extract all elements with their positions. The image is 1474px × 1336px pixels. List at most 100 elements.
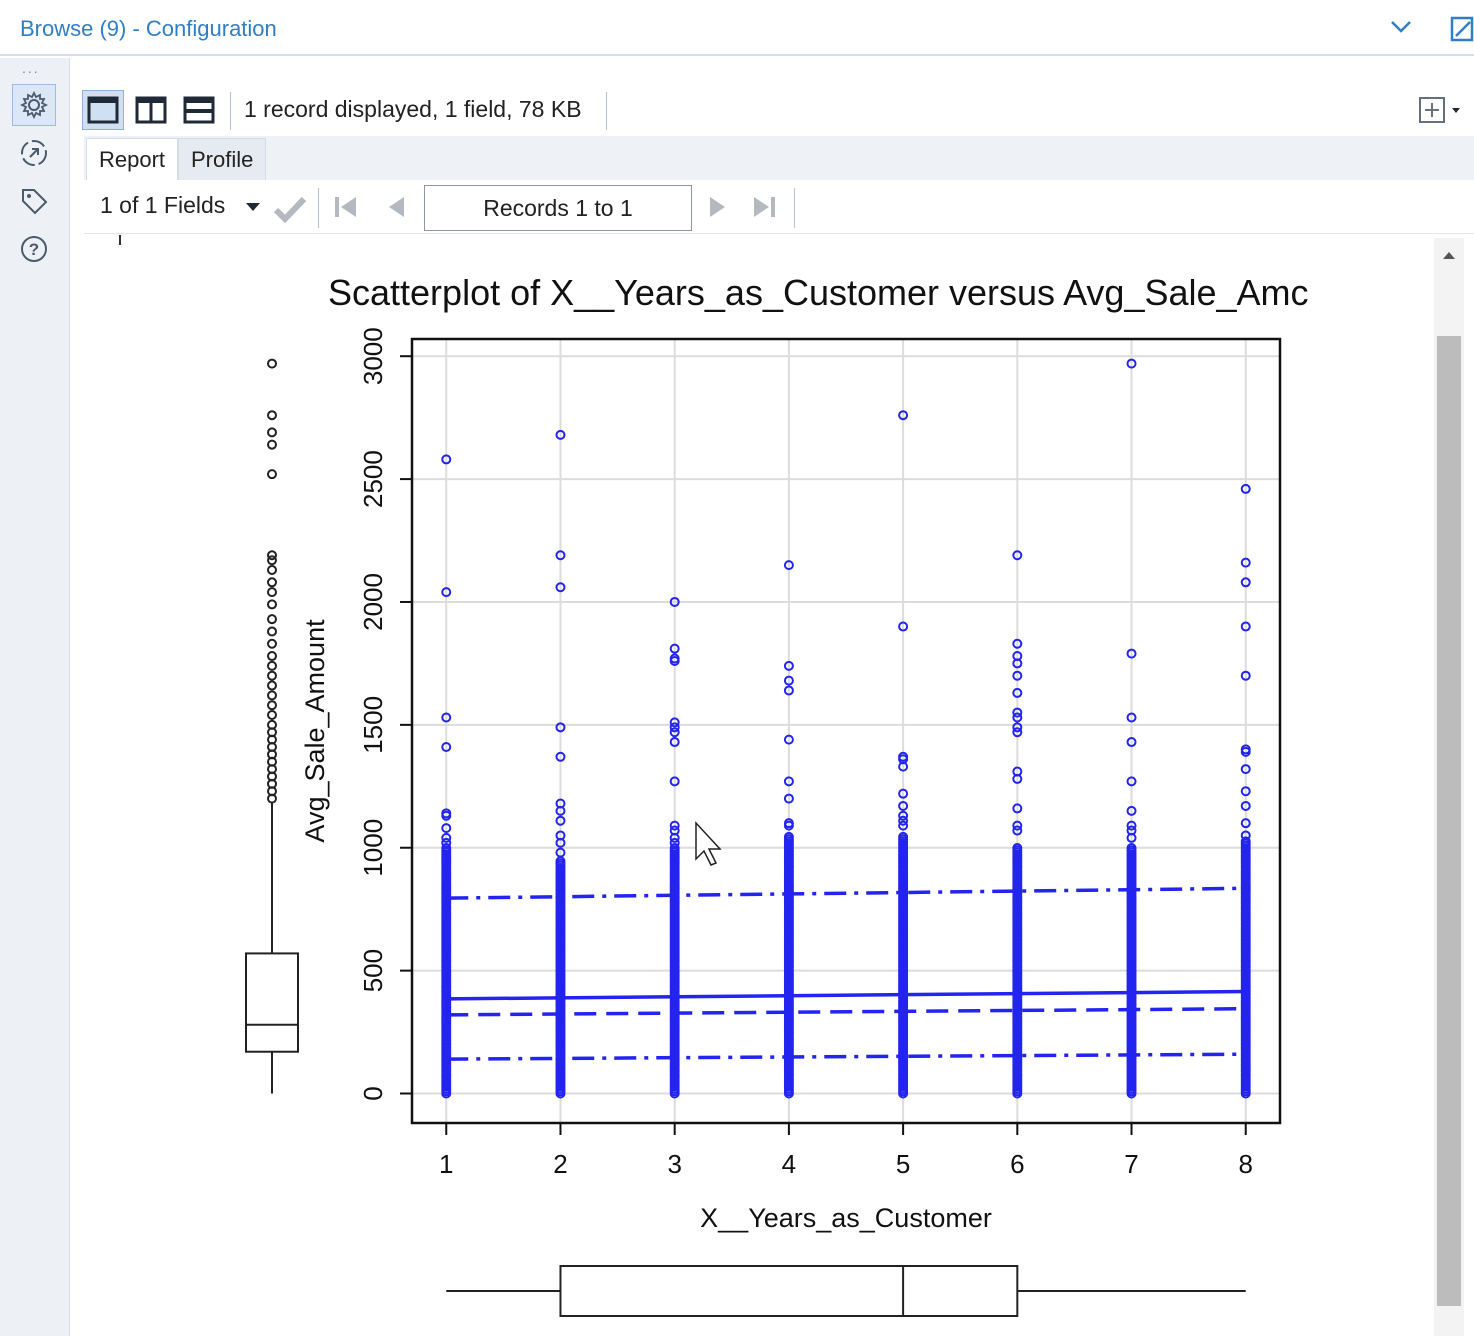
side-by-side-icon: [135, 96, 167, 124]
report-content: Scatterplot of X__Years_as_Customer vers…: [84, 235, 1474, 1336]
data-point: [1012, 803, 1023, 814]
data-point: [1012, 722, 1023, 733]
data-point: [441, 712, 452, 723]
data-point: [1012, 687, 1023, 698]
help-icon: ?: [21, 236, 47, 262]
data-point: [783, 560, 794, 571]
data-point: [669, 717, 680, 728]
data-point: [441, 842, 452, 853]
data-point: [1240, 818, 1251, 829]
y-box-outlier: [267, 599, 277, 610]
data-point: [1012, 842, 1023, 853]
data-point: [669, 655, 680, 666]
chart-title: Scatterplot of X__Years_as_Customer vers…: [328, 272, 1309, 313]
records-range-label: Records 1 to 1: [483, 194, 633, 221]
toolbar-separator: [606, 92, 607, 130]
data-point: [555, 582, 566, 593]
data-point: [1012, 707, 1023, 718]
x-tick-label: 7: [1124, 1149, 1138, 1179]
undock-icon[interactable]: [1448, 12, 1474, 44]
y-box-outlier: [267, 358, 277, 369]
data-point: [669, 820, 680, 831]
data-point: [898, 410, 909, 421]
data-point: [555, 429, 566, 440]
help-button[interactable]: ?: [12, 228, 56, 270]
data-point: [1240, 577, 1251, 588]
y-box-outlier: [267, 719, 277, 730]
add-pane-icon[interactable]: [1416, 94, 1466, 126]
first-record-icon[interactable]: [330, 192, 360, 222]
data-point: [1012, 550, 1023, 561]
data-point: [669, 727, 680, 738]
tab-profile[interactable]: Profile: [178, 138, 267, 180]
configuration-button[interactable]: [12, 84, 56, 126]
x-axis: 1 2 3 4 5 6 7 8: [439, 1123, 1253, 1179]
overflow-indicator[interactable]: ...: [22, 60, 40, 76]
side-by-side-button[interactable]: [130, 90, 172, 130]
tab-strip: Report Profile: [84, 136, 1474, 180]
data-point: [1126, 832, 1137, 843]
field-selector[interactable]: 1 of 1 Fields: [100, 192, 226, 218]
scrollbar-thumb[interactable]: [1437, 336, 1461, 1306]
data-point: [1240, 621, 1251, 632]
y-box-outlier: [267, 565, 277, 576]
field-dropdown-icon[interactable]: [244, 200, 262, 214]
scroll-up-icon[interactable]: [1440, 246, 1458, 264]
data-point: [1240, 670, 1251, 681]
data-point: [783, 660, 794, 671]
data-point: [898, 761, 909, 772]
data-point: [1126, 820, 1137, 831]
data-point: [1240, 746, 1251, 757]
data-point: [1240, 764, 1251, 775]
last-record-icon[interactable]: [750, 192, 780, 222]
data-points: [441, 358, 1251, 1099]
plot-area: [412, 339, 1280, 1123]
stacked-button[interactable]: [178, 90, 220, 130]
tab-report-label: Report: [99, 146, 166, 172]
data-point: [1240, 557, 1251, 568]
data-point: [1126, 358, 1137, 369]
chevron-down-icon[interactable]: [1388, 14, 1414, 40]
data-point: [1012, 712, 1023, 723]
data-point: [1126, 805, 1137, 816]
previous-record-icon[interactable]: [382, 192, 412, 222]
data-point: [669, 842, 680, 853]
checkmark-icon[interactable]: [272, 194, 308, 224]
data-point: [898, 820, 909, 831]
x-tick-label: 4: [782, 1149, 796, 1179]
data-point: [783, 685, 794, 696]
data-point: [783, 831, 794, 842]
y-box-outlier: [267, 670, 277, 681]
y-box-outlier: [267, 651, 277, 662]
data-point: [669, 776, 680, 787]
x-tick-label: 2: [553, 1149, 567, 1179]
next-record-icon[interactable]: [702, 192, 732, 222]
connection-button[interactable]: [12, 132, 56, 174]
window-title: Browse (9) - Configuration: [20, 16, 277, 41]
y-box-outlier: [267, 427, 277, 438]
data-point: [1126, 776, 1137, 787]
data-point: [555, 847, 566, 858]
records-range-field[interactable]: Records 1 to 1: [424, 185, 692, 231]
y-box-outlier: [267, 550, 277, 561]
annotation-button[interactable]: [12, 180, 56, 222]
y-tick-label: 500: [358, 949, 388, 992]
data-point: [898, 831, 909, 842]
data-point: [555, 751, 566, 762]
data-point: [669, 832, 680, 843]
data-point: [669, 837, 680, 848]
x-boxplot: [446, 1265, 1246, 1317]
fit-line-dash-dot: [446, 886, 1246, 900]
single-pane-icon: [87, 96, 119, 124]
y-tick-label: 1000: [358, 819, 388, 877]
vertical-scrollbar[interactable]: [1434, 238, 1464, 1336]
svg-text:?: ?: [29, 240, 39, 259]
x-tick-label: 3: [667, 1149, 681, 1179]
tab-report[interactable]: Report: [86, 138, 179, 180]
data-point: [669, 643, 680, 654]
data-point: [441, 832, 452, 843]
mouse-cursor-icon: [695, 821, 722, 866]
data-point: [669, 722, 680, 733]
data-point: [441, 587, 452, 598]
single-pane-button[interactable]: [82, 90, 124, 130]
